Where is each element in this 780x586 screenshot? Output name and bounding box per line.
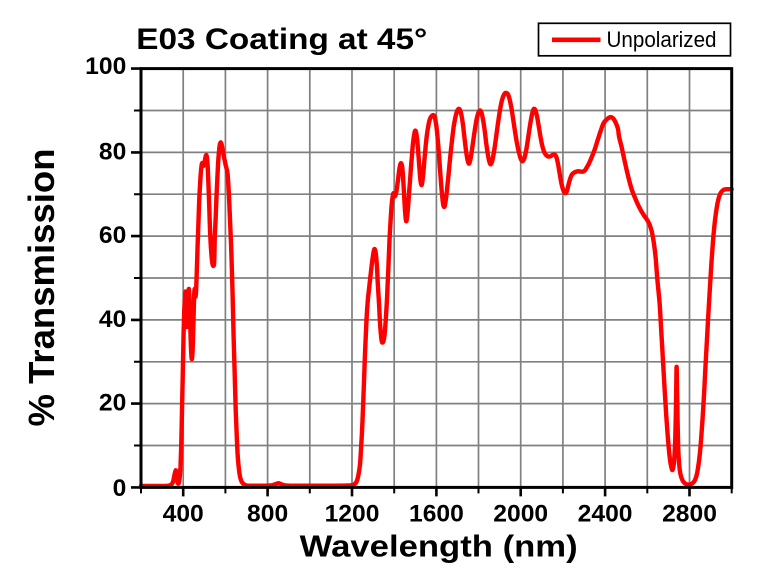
svg-text:Unpolarized: Unpolarized — [607, 27, 717, 52]
svg-text:2000: 2000 — [493, 500, 548, 527]
svg-text:80: 80 — [99, 138, 126, 165]
svg-text:E03 Coating at 45°: E03 Coating at 45° — [136, 23, 427, 56]
svg-text:2400: 2400 — [578, 500, 633, 527]
svg-text:2800: 2800 — [662, 500, 717, 527]
svg-text:40: 40 — [99, 306, 126, 333]
svg-text:400: 400 — [163, 500, 204, 527]
svg-text:60: 60 — [99, 222, 126, 249]
svg-text:800: 800 — [247, 500, 288, 527]
svg-text:100: 100 — [85, 53, 126, 80]
svg-text:20: 20 — [99, 390, 126, 417]
svg-text:Wavelength (nm): Wavelength (nm) — [300, 529, 578, 564]
svg-text:1200: 1200 — [325, 500, 380, 527]
svg-text:0: 0 — [113, 475, 127, 502]
svg-text:1600: 1600 — [409, 500, 464, 527]
svg-text:% Transmission: % Transmission — [21, 149, 62, 427]
